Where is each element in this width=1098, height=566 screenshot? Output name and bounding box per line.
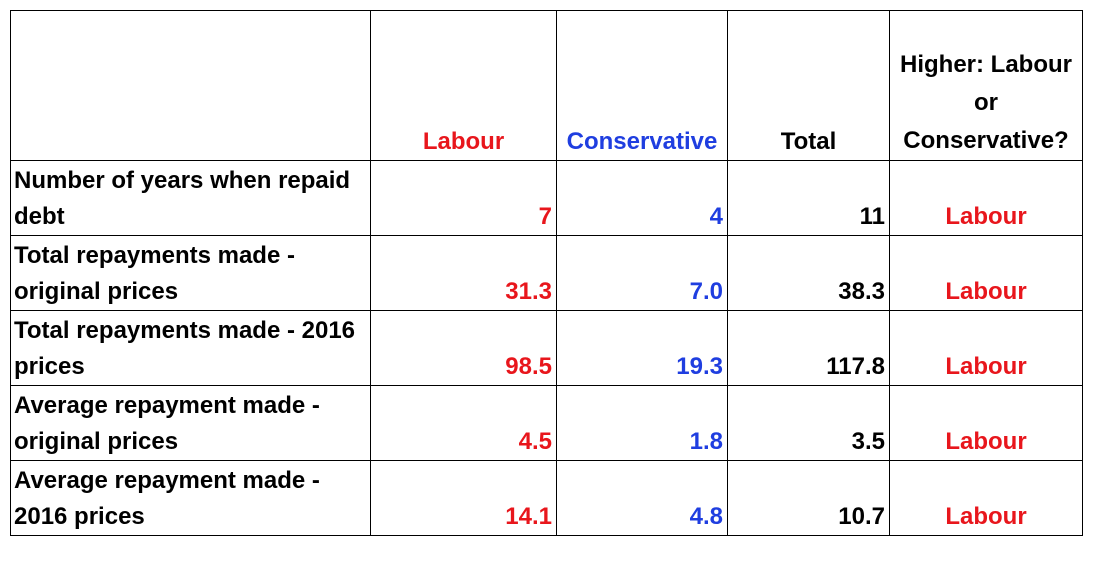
higher-value: Labour bbox=[889, 385, 1083, 461]
higher-value: Labour bbox=[889, 310, 1083, 386]
header-total: Total bbox=[727, 10, 890, 161]
debt-repayment-table-wrapper: Labour Conservative Total Higher: Labour… bbox=[10, 10, 1083, 536]
labour-value: 31.3 bbox=[370, 235, 557, 311]
higher-value: Labour bbox=[889, 235, 1083, 311]
table-row: Total repayments made - 2016 prices 98.5… bbox=[10, 310, 1083, 386]
header-conservative: Conservative bbox=[556, 10, 728, 161]
total-value: 10.7 bbox=[727, 460, 890, 536]
total-value: 3.5 bbox=[727, 385, 890, 461]
total-value: 38.3 bbox=[727, 235, 890, 311]
labour-value: 14.1 bbox=[370, 460, 557, 536]
row-label: Number of years when repaid debt bbox=[10, 160, 371, 236]
header-empty-cell bbox=[10, 10, 371, 161]
header-row: Labour Conservative Total Higher: Labour… bbox=[10, 10, 1083, 161]
table-row: Total repayments made - original prices … bbox=[10, 235, 1083, 311]
conservative-value: 4 bbox=[556, 160, 728, 236]
table-row: Average repayment made - original prices… bbox=[10, 385, 1083, 461]
header-labour: Labour bbox=[370, 10, 557, 161]
total-value: 11 bbox=[727, 160, 890, 236]
conservative-value: 19.3 bbox=[556, 310, 728, 386]
higher-value: Labour bbox=[889, 160, 1083, 236]
row-label: Total repayments made - 2016 prices bbox=[10, 310, 371, 386]
table-row: Number of years when repaid debt 7 4 11 … bbox=[10, 160, 1083, 236]
labour-value: 98.5 bbox=[370, 310, 557, 386]
labour-value: 4.5 bbox=[370, 385, 557, 461]
row-label: Average repayment made - 2016 prices bbox=[10, 460, 371, 536]
total-value: 117.8 bbox=[727, 310, 890, 386]
conservative-value: 7.0 bbox=[556, 235, 728, 311]
row-label: Average repayment made - original prices bbox=[10, 385, 371, 461]
header-higher: Higher: Labour or Conservative? bbox=[889, 10, 1083, 161]
debt-repayment-table: Labour Conservative Total Higher: Labour… bbox=[10, 10, 1083, 536]
table-row: Average repayment made - 2016 prices 14.… bbox=[10, 460, 1083, 536]
labour-value: 7 bbox=[370, 160, 557, 236]
conservative-value: 4.8 bbox=[556, 460, 728, 536]
conservative-value: 1.8 bbox=[556, 385, 728, 461]
higher-value: Labour bbox=[889, 460, 1083, 536]
row-label: Total repayments made - original prices bbox=[10, 235, 371, 311]
